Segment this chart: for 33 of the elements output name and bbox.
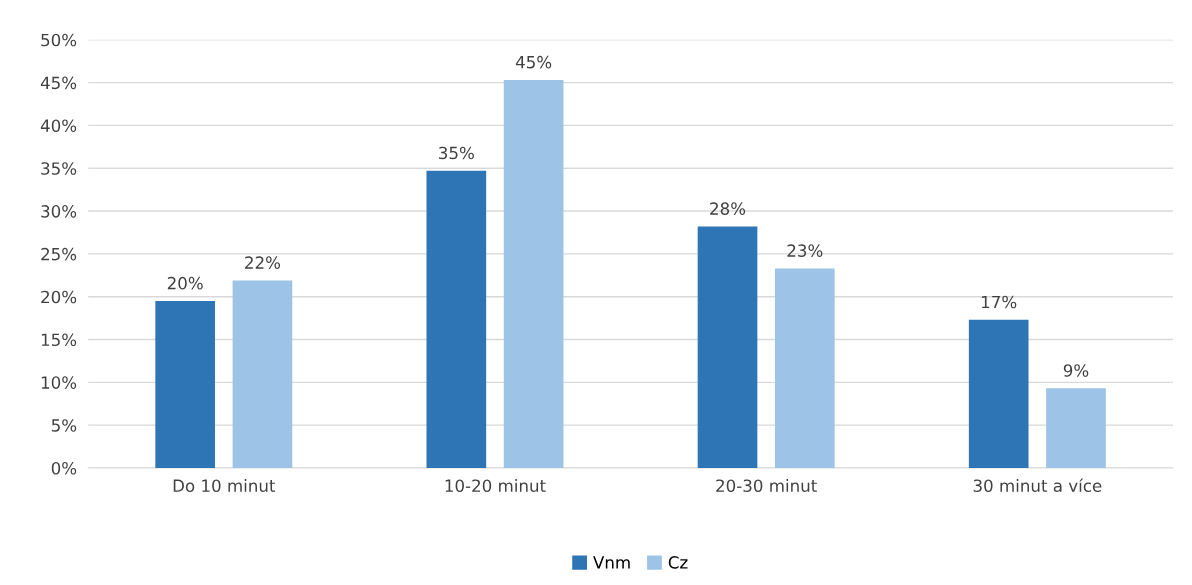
x-tick-label: 20-30 minut (716, 479, 817, 493)
bar (1046, 388, 1106, 468)
data-label: 23% (787, 244, 823, 257)
bar (774, 268, 835, 468)
bar (232, 280, 293, 468)
y-tick-label: 20% (41, 290, 77, 304)
y-tick-label: 40% (40, 119, 77, 132)
data-label: 17% (982, 295, 1017, 309)
data-label: 9% (1063, 364, 1089, 377)
x-tick-label: Do 10 minut (173, 479, 276, 493)
data-label: 45% (515, 55, 552, 69)
y-tick-label: 35% (41, 162, 77, 175)
bar (968, 319, 1029, 468)
data-label: 20% (167, 276, 203, 290)
legend-label: Vnm (593, 556, 630, 569)
legend-label: Cz (668, 556, 688, 569)
data-label: 35% (439, 146, 474, 160)
y-tick-label: 5% (51, 419, 77, 432)
y-tick-label: 10% (41, 376, 77, 389)
y-tick-label: 30% (41, 205, 77, 218)
y-tick-label: 50% (41, 33, 77, 47)
x-tick-label: 30 minut a více (973, 478, 1102, 493)
x-tick-label: 10-20 minut (445, 479, 546, 493)
bar (503, 80, 564, 468)
y-tick-label: 0% (51, 461, 77, 475)
y-tick-label: 25% (41, 247, 77, 261)
y-tick-label: 45% (40, 76, 77, 90)
bar (697, 226, 758, 468)
bar (155, 300, 215, 468)
data-label: 28% (710, 202, 746, 215)
data-label: 22% (245, 256, 281, 269)
y-tick-label: 15% (41, 333, 77, 347)
bar (426, 170, 487, 468)
